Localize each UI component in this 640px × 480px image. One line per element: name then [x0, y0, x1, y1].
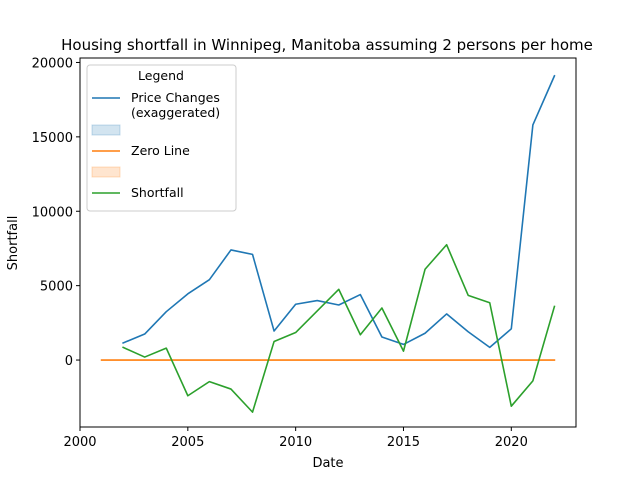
- series-line-0: [122, 74, 556, 349]
- plot-frame: [79, 57, 577, 428]
- y-tick-label: 0: [65, 354, 73, 369]
- x-axis-title: Date: [312, 456, 343, 471]
- y-tick-label: 5000: [40, 280, 73, 295]
- x-tick-label: 2015: [387, 435, 420, 450]
- legend-label-0: (exaggerated): [131, 105, 220, 120]
- legend: Legend Price Changes(exaggerated) Zero Lin…: [86, 64, 237, 212]
- y-tick-label: 15000: [32, 131, 73, 146]
- legend-label-0: Price Changes: [131, 90, 220, 105]
- legend-title: Legend: [138, 68, 184, 83]
- legend-label-2: Zero Line: [131, 143, 190, 158]
- y-tick-label: 20000: [32, 56, 73, 71]
- series-line-2: [122, 243, 556, 413]
- x-tick-label: 2020: [495, 435, 528, 450]
- y-axis: 0 5000 10000 15000 20000: [32, 56, 80, 369]
- y-tick-label: 10000: [32, 205, 73, 220]
- legend-box: [86, 64, 237, 212]
- x-tick-label: 2005: [171, 435, 204, 450]
- x-axis: 2000 2005 2010 2015 2020: [63, 427, 528, 450]
- legend-swatch-patch-1: [91, 124, 121, 136]
- legend-label-4: Shortfall: [131, 185, 184, 200]
- y-axis-title: Shortfall: [6, 216, 21, 271]
- chart-title: Housing shortfall in Winnipeg, Manitoba …: [61, 36, 593, 54]
- series-layer: [100, 74, 556, 413]
- x-tick-label: 2000: [63, 435, 96, 450]
- x-tick-label: 2010: [279, 435, 312, 450]
- legend-swatch-patch-3: [91, 166, 121, 178]
